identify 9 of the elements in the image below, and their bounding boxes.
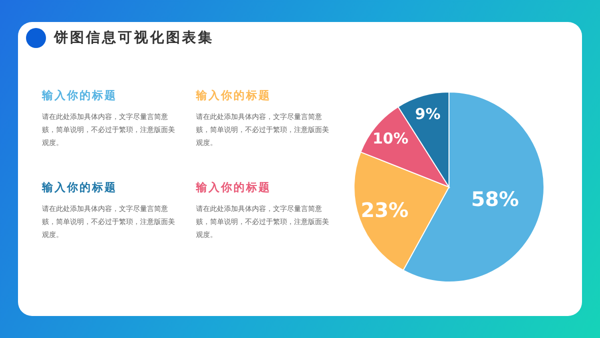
data-label: 9% <box>415 105 441 124</box>
data-label: 10% <box>372 130 408 148</box>
data-label: 23% <box>360 198 409 222</box>
text: 输入你的标题 <box>42 180 118 195</box>
data-label: 58% <box>471 186 519 211</box>
text: 输入你的标题 <box>196 88 272 103</box>
text: 输入你的标题 <box>42 88 118 103</box>
text: 饼图信息可视化图表集 <box>54 29 214 48</box>
text: 输入你的标题 <box>196 180 272 195</box>
